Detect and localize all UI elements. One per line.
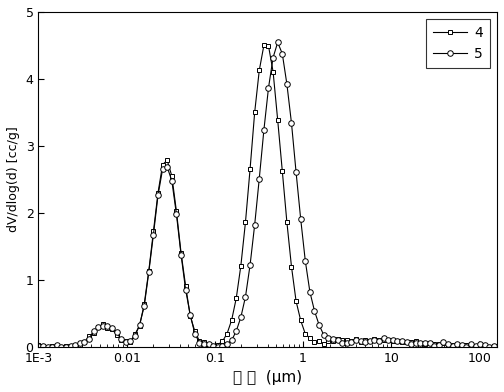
4 [128,339,134,344]
4 [316,339,322,343]
4 [35,342,41,347]
4 [146,268,152,273]
5 [477,342,483,347]
4 [279,169,285,173]
X-axis label: 孔 径  (μm): 孔 径 (μm) [233,370,302,385]
5 [463,344,469,349]
5 [35,344,41,348]
5 [491,344,497,348]
5 [44,344,50,349]
Line: 5: 5 [36,40,497,349]
5 [316,323,322,327]
Line: 4: 4 [36,43,496,349]
5 [279,51,285,56]
5 [128,338,134,343]
4 [261,43,267,48]
4 [44,344,50,349]
5 [275,40,281,45]
Legend: 4, 5: 4, 5 [426,19,490,68]
4 [463,343,469,347]
4 [491,344,497,349]
Y-axis label: dV/dlog(d) [cc/g]: dV/dlog(d) [cc/g] [7,126,20,232]
5 [146,270,152,274]
4 [477,344,483,349]
